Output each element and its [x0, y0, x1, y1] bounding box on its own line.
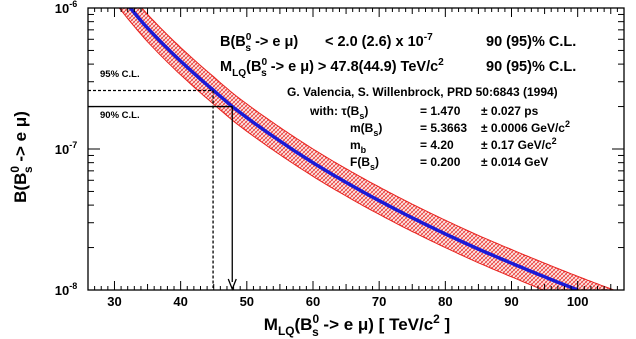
param-value: = 1.470: [420, 104, 461, 118]
x-tick-label: 30: [107, 294, 121, 309]
x-tick-label: 90: [504, 294, 518, 309]
central-line: [128, 8, 579, 290]
limit-lines: [88, 89, 237, 291]
x-tick-label: 60: [306, 294, 320, 309]
param-value: = 5.3663: [420, 121, 467, 135]
x-axis-title: MLQ(B0 s -> e μ) [ TeV/c2 ]: [264, 312, 450, 339]
uncertainty-band: [118, 8, 616, 290]
band-area: [118, 8, 616, 290]
x-tick-label: 50: [240, 294, 254, 309]
param-error: ± 0.0006 GeV/c2: [481, 119, 570, 135]
x-axis: 30 40 50 60 70 80 90 100: [87, 8, 625, 309]
param-error: ± 0.014 GeV: [481, 155, 548, 169]
x-tick-label: 80: [438, 294, 452, 309]
y-tick-label: 10-6: [55, 0, 77, 16]
y-tick-label: 10-7: [55, 140, 77, 157]
limit-arrow-head: [227, 278, 237, 291]
y-tick-label: 10-8: [55, 281, 77, 298]
param-name: with: τ(Bs): [309, 104, 368, 121]
parameter-list: with: τ(Bs) = 1.470 ± 0.027 ps m(Bs) = 5.366…: [309, 104, 570, 172]
x-tick-label: 100: [567, 294, 589, 309]
mass-limit-annotation: MLQ(B0 s -> e μ) > 47.8(44.9) TeV/c2 90 (…: [220, 53, 576, 79]
reference-text: G. Valencia, S. Willenbrock, PRD 50:6843…: [287, 85, 558, 99]
cl90-label: 90% C.L.: [100, 110, 140, 121]
param-name: m(Bs): [350, 121, 382, 138]
param-name: F(Bs): [350, 155, 379, 172]
y-axis: 10-8 10-7 10-6: [55, 0, 624, 298]
branching-limit-annotation: B(B0 s -> e μ) < 2.0 (2.6) x 10-7 90 (95)…: [220, 28, 576, 54]
central-curve: [128, 8, 579, 290]
x-tick-label: 70: [372, 294, 386, 309]
cl95-label: 95% C.L.: [100, 69, 140, 80]
param-error: ± 0.17 GeV/c2: [481, 136, 557, 152]
param-name: mb: [350, 138, 367, 155]
param-error: ± 0.027 ps: [481, 104, 539, 118]
y-axis-title: B(B0s -> e μ): [8, 111, 35, 203]
param-value: = 0.200: [420, 155, 461, 169]
param-value: = 4.20: [420, 138, 454, 152]
x-tick-label: 40: [173, 294, 187, 309]
